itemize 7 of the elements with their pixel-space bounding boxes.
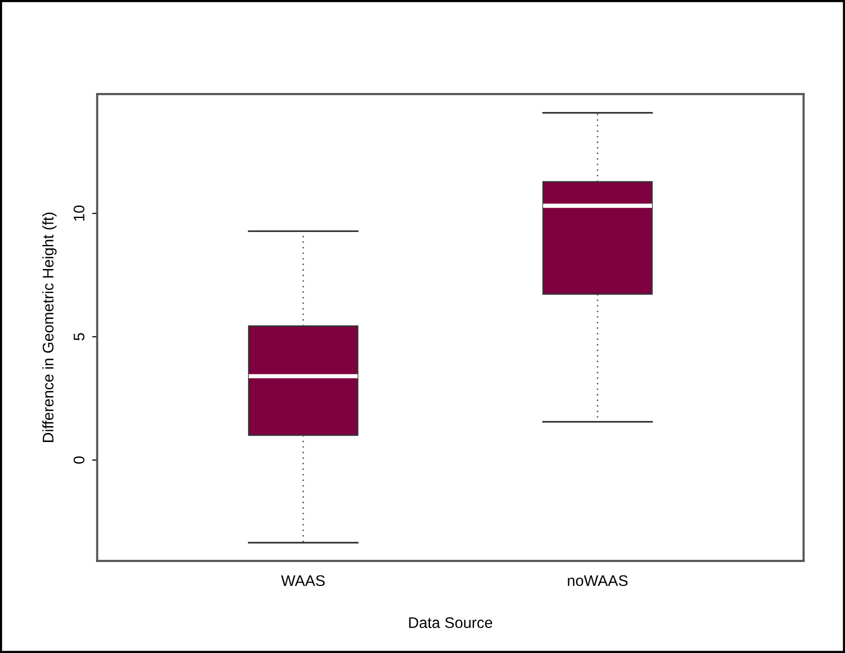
y-tick-label: 10 xyxy=(74,206,84,221)
y-tick-label: 5 xyxy=(74,333,84,340)
y-axis-title: Difference in Geometric Height (ft) xyxy=(42,212,57,442)
x-axis-title: Data Source xyxy=(409,617,492,628)
x-tick-label: WAAS xyxy=(281,575,325,586)
y-tick-label: 0 xyxy=(74,456,84,464)
x-tick-label: noWAAS xyxy=(568,575,628,586)
